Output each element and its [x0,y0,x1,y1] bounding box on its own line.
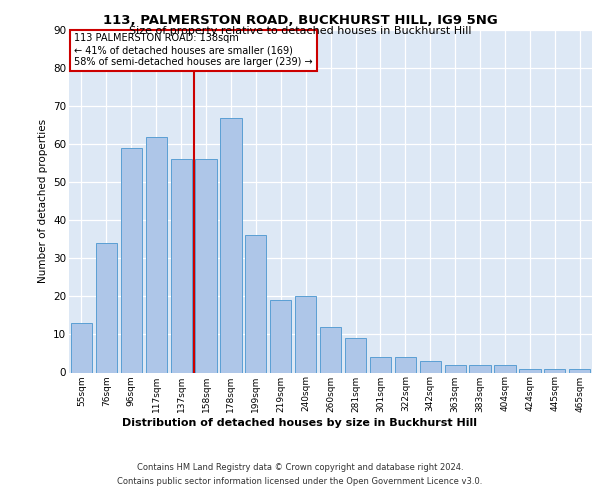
Text: 113 PALMERSTON ROAD: 138sqm
← 41% of detached houses are smaller (169)
58% of se: 113 PALMERSTON ROAD: 138sqm ← 41% of det… [74,34,313,66]
Bar [121,148,142,372]
Bar [469,365,491,372]
Bar [494,365,515,372]
Bar [270,300,292,372]
Bar [96,243,117,372]
Text: 113, PALMERSTON ROAD, BUCKHURST HILL, IG9 5NG: 113, PALMERSTON ROAD, BUCKHURST HILL, IG… [103,14,497,27]
Bar [170,160,192,372]
Bar [544,368,565,372]
Bar [320,327,341,372]
Bar [569,368,590,372]
Bar [295,296,316,372]
Bar [196,160,217,372]
Bar [71,323,92,372]
Bar [345,338,366,372]
Y-axis label: Number of detached properties: Number of detached properties [38,119,47,284]
Bar [220,118,242,372]
Bar [370,358,391,372]
Text: Contains public sector information licensed under the Open Government Licence v3: Contains public sector information licen… [118,477,482,486]
Text: Distribution of detached houses by size in Buckhurst Hill: Distribution of detached houses by size … [122,418,478,428]
Bar [520,368,541,372]
Bar [395,358,416,372]
Bar [445,365,466,372]
Text: Contains HM Land Registry data © Crown copyright and database right 2024.: Contains HM Land Registry data © Crown c… [137,464,463,472]
Bar [146,136,167,372]
Text: Size of property relative to detached houses in Buckhurst Hill: Size of property relative to detached ho… [129,26,471,36]
Bar [419,361,441,372]
Bar [245,236,266,372]
